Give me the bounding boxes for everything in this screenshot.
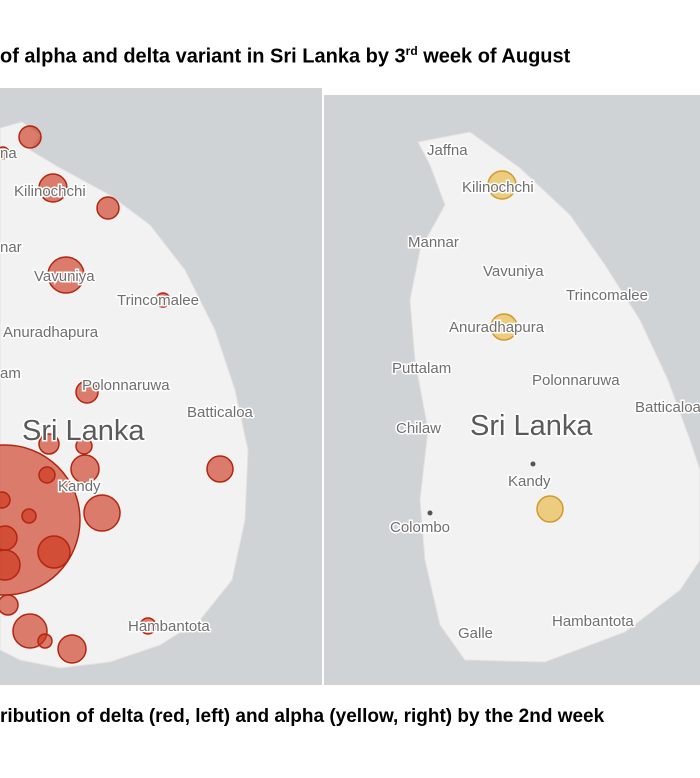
map-label: Mannar xyxy=(408,234,459,251)
map-label: Hambantota xyxy=(552,613,634,630)
caption: ribution of delta (red, left) and alpha … xyxy=(0,706,605,727)
map-label: Jaffna xyxy=(427,142,468,159)
map-label: Polonnaruwa xyxy=(532,372,620,389)
title: of alpha and delta variant in Sri Lanka … xyxy=(0,44,570,69)
alpha-bubbles xyxy=(487,170,564,523)
map-label: Anuradhapura xyxy=(3,324,99,341)
map-label: nar xyxy=(0,239,22,256)
map-label: Sri Lanka xyxy=(470,410,593,442)
map-label: Galle xyxy=(458,625,493,642)
map-label: Batticaloa xyxy=(187,404,254,421)
map-label: Trincomalee xyxy=(117,292,199,309)
map-label: Vavuniya xyxy=(34,268,95,285)
map-label: Puttalam xyxy=(392,360,451,377)
title-text: week of August xyxy=(417,45,571,68)
map-label: Kilinochchi xyxy=(462,179,534,196)
map-label: Hambantota xyxy=(128,618,210,635)
island xyxy=(409,131,700,663)
map-label: Kandy xyxy=(58,478,101,495)
delta-bubbles xyxy=(0,125,234,664)
map-label: Trincomalee xyxy=(566,287,648,304)
title-superscript: rd xyxy=(405,44,418,58)
map-label: Chilaw xyxy=(396,420,441,437)
map-label: Kilinochchi xyxy=(14,183,86,200)
city-dot xyxy=(530,461,536,467)
map-label: Vavuniya xyxy=(483,263,544,280)
map-label: Batticaloa xyxy=(635,399,700,416)
map-label: Kandy xyxy=(508,473,551,490)
title-text: of alpha and delta variant in Sri Lanka … xyxy=(0,45,406,68)
map-label: Sri Lanka xyxy=(22,415,145,447)
map-label: am xyxy=(0,365,21,382)
map-label: Anuradhapura xyxy=(449,319,545,336)
city-dot xyxy=(427,510,433,516)
map-label: Polonnaruwa xyxy=(82,377,170,394)
map-label: Colombo xyxy=(390,519,450,536)
map-label: na xyxy=(0,145,17,162)
